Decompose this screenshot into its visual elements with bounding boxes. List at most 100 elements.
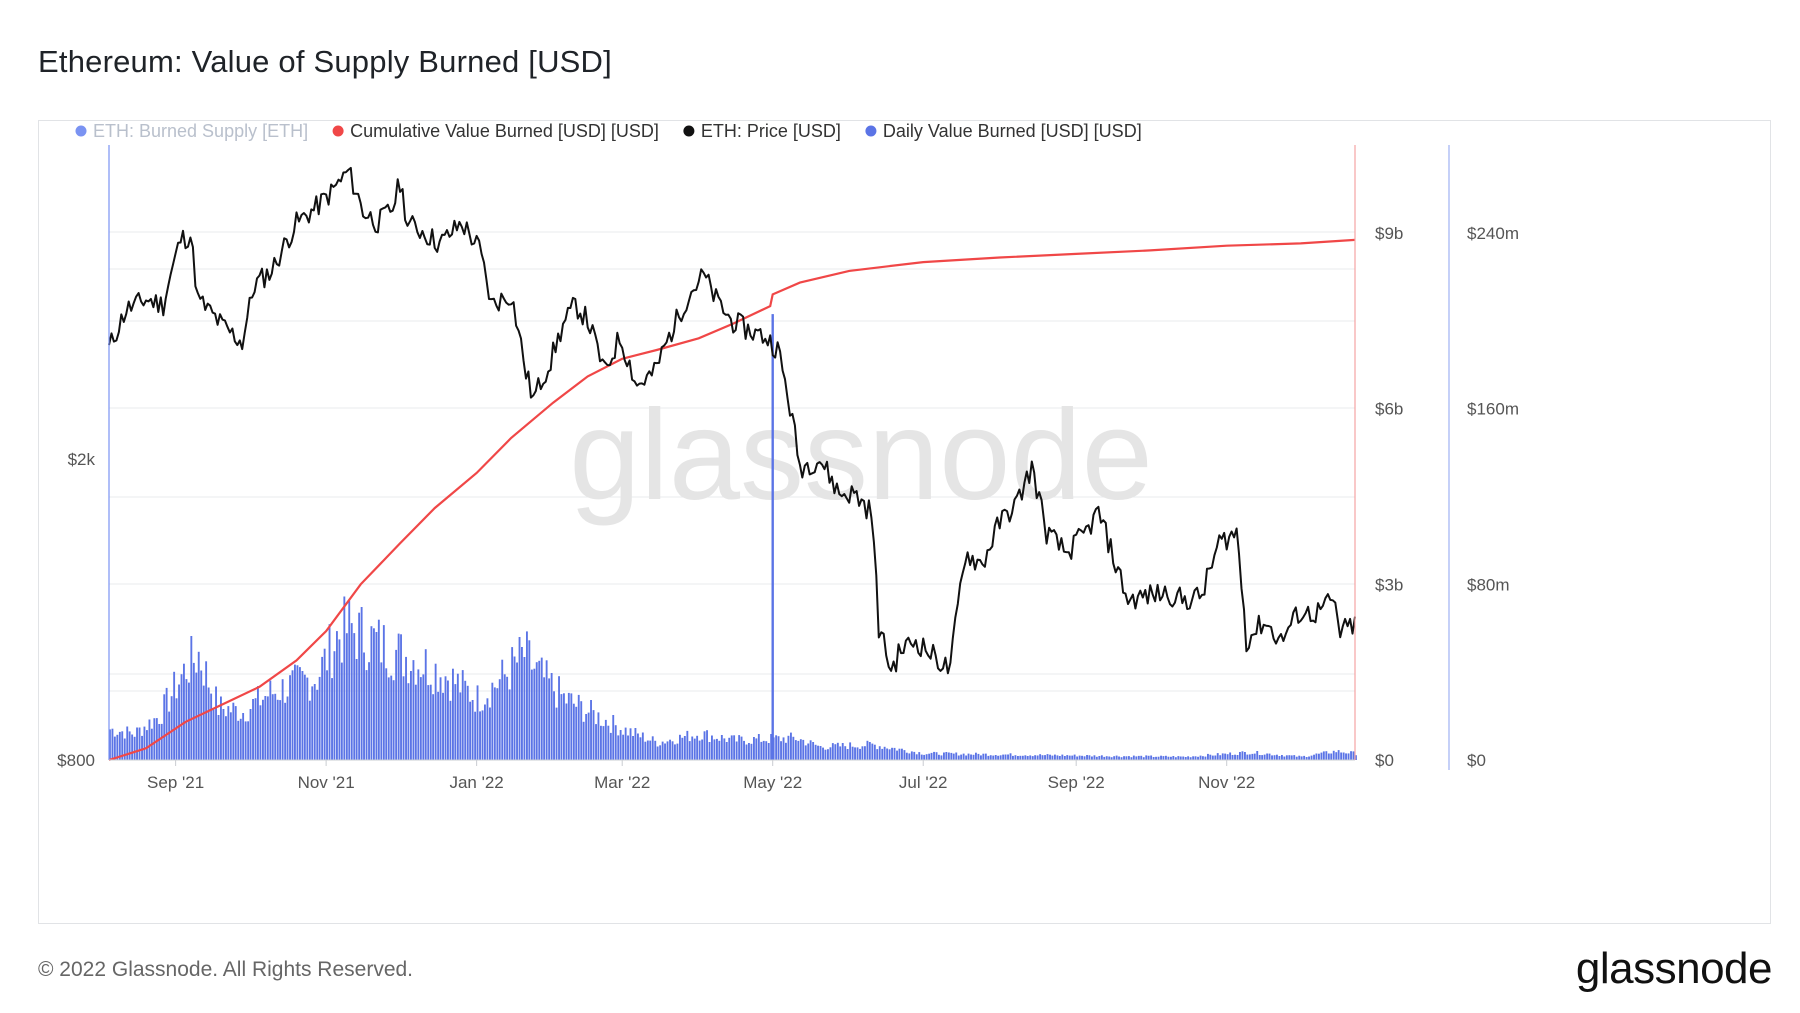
daily-bar: [469, 701, 472, 760]
daily-bar: [812, 742, 815, 760]
series-lines: [108, 166, 1356, 762]
daily-bar: [595, 724, 597, 760]
daily-bar: [471, 700, 474, 760]
daily-bar: [1276, 754, 1278, 760]
daily-bar: [397, 633, 400, 760]
daily-bar: [785, 742, 787, 760]
daily-bar: [804, 745, 807, 760]
daily-bar: [1125, 756, 1128, 760]
daily-bar: [661, 741, 664, 760]
legend-item[interactable]: ETH: Burned Supply [ETH]: [75, 121, 309, 141]
daily-bar: [614, 725, 617, 760]
daily-bar: [123, 738, 126, 760]
legend-item[interactable]: Daily Value Burned [USD] [USD]: [865, 121, 1142, 141]
daily-bar: [854, 747, 856, 760]
daily-bar: [1135, 756, 1138, 760]
daily-bar: [197, 651, 200, 760]
daily-bar: [558, 676, 560, 760]
daily-bar: [402, 676, 405, 760]
daily-bar: [659, 745, 662, 760]
daily-bar: [518, 637, 521, 760]
daily-bar: [1108, 756, 1111, 760]
daily-bar: [190, 636, 193, 760]
daily-bar: [775, 735, 778, 760]
daily-bar: [1002, 754, 1005, 760]
daily-bar: [498, 679, 501, 760]
daily-bar: [787, 735, 790, 760]
daily-bar: [1019, 755, 1022, 760]
daily-bar: [1160, 755, 1162, 760]
daily-bar: [128, 731, 131, 760]
daily-bar: [1337, 750, 1340, 760]
daily-bar: [1352, 751, 1355, 760]
daily-bar: [1355, 755, 1357, 760]
daily-bar: [1288, 755, 1291, 760]
daily-bar: [143, 726, 146, 760]
daily-bar: [580, 701, 583, 760]
daily-bar: [1278, 756, 1281, 760]
daily-bar: [239, 718, 242, 760]
daily-bar: [607, 725, 610, 760]
daily-bar: [834, 744, 837, 760]
daily-bar: [713, 739, 716, 760]
daily-bar: [910, 751, 913, 760]
daily-bar: [794, 740, 797, 760]
daily-bar: [1263, 754, 1266, 760]
daily-bar: [491, 682, 494, 760]
daily-bar: [923, 754, 926, 760]
daily-bar: [903, 750, 906, 760]
daily-bar: [252, 699, 254, 760]
daily-bar: [864, 746, 866, 760]
daily-bar: [1236, 755, 1239, 760]
daily-bar: [210, 693, 213, 760]
daily-bar: [538, 660, 541, 760]
daily-bar: [1120, 757, 1123, 760]
legend[interactable]: ETH: Burned Supply [ETH] Cumulative Value…: [75, 121, 1142, 141]
daily-bar: [592, 710, 595, 760]
legend-label: Daily Value Burned [USD] [USD]: [883, 121, 1142, 141]
daily-bar: [318, 676, 321, 760]
daily-bar: [1068, 755, 1071, 760]
daily-bar: [792, 736, 795, 760]
daily-bar: [249, 709, 252, 760]
legend-item[interactable]: Cumulative Value Burned [USD] [USD]: [332, 121, 659, 141]
daily-bar: [1083, 756, 1086, 760]
daily-bar: [1142, 757, 1145, 760]
daily-bar: [1184, 757, 1187, 760]
daily-bar: [437, 691, 440, 760]
legend-item[interactable]: ETH: Price [USD]: [683, 121, 841, 141]
daily-bar: [523, 657, 526, 760]
daily-bar: [439, 677, 442, 760]
daily-bar: [153, 718, 156, 760]
daily-bar: [1283, 756, 1286, 760]
watermark: glassnode: [569, 384, 1153, 527]
daily-bar: [1298, 755, 1301, 760]
x-tick-label: Nov '22: [1198, 773, 1255, 792]
daily-bar: [836, 742, 839, 760]
daily-bar: [269, 680, 272, 760]
daily-bar: [178, 684, 180, 760]
daily-bar: [641, 732, 644, 760]
daily-bar: [1145, 755, 1148, 760]
daily-bar: [133, 736, 136, 760]
x-tick-label: Jan '22: [449, 773, 503, 792]
daily-bar: [146, 730, 148, 760]
daily-bar: [1199, 755, 1202, 760]
cumulative-tick-label: $6b: [1375, 400, 1403, 419]
daily-bar: [1123, 756, 1125, 760]
daily-bar: [994, 755, 997, 760]
daily-bar: [777, 736, 780, 760]
daily-bar: [262, 699, 264, 760]
daily-bar: [158, 724, 161, 760]
daily-bar: [982, 753, 985, 760]
daily-bar: [553, 691, 555, 760]
daily-bar: [1179, 756, 1182, 760]
daily-bar: [414, 684, 417, 760]
daily-bar: [141, 735, 143, 760]
daily-bar: [952, 753, 955, 760]
daily-bar: [274, 693, 277, 760]
daily-bar: [797, 740, 800, 760]
daily-bar: [316, 689, 319, 760]
daily-bar: [905, 752, 908, 760]
daily-bar: [456, 673, 459, 760]
